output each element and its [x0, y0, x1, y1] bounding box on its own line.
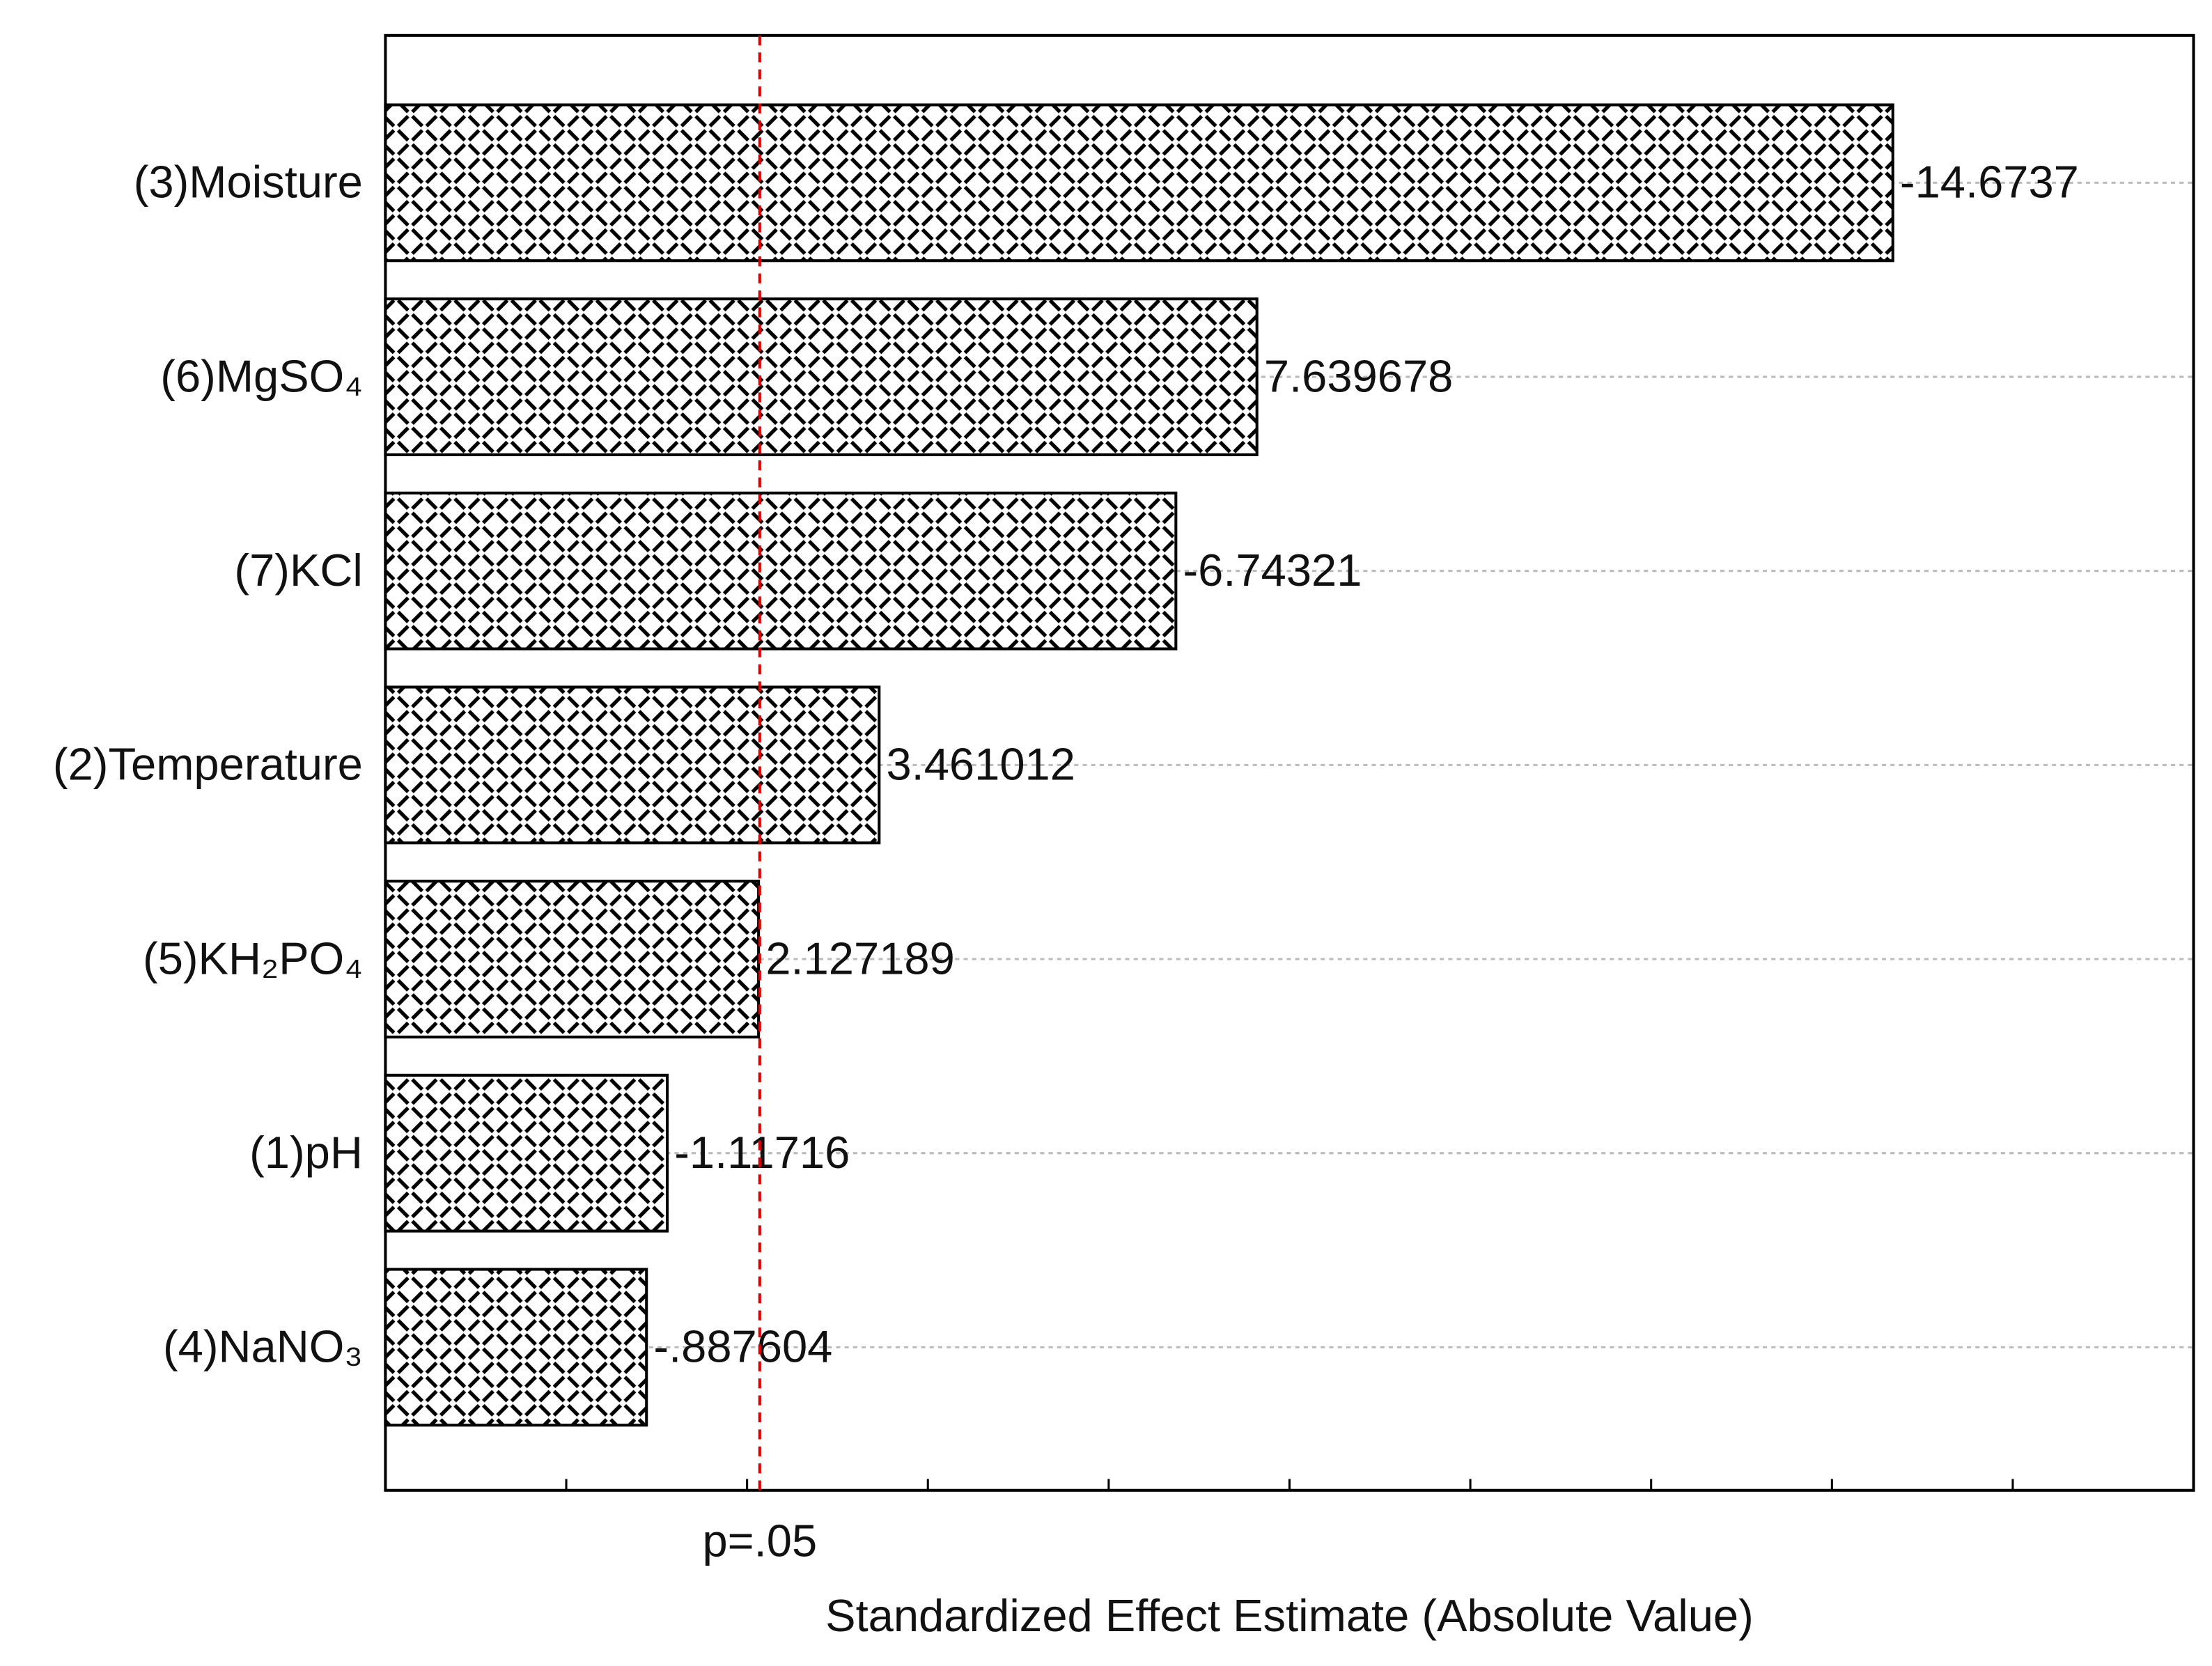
bar: [384, 1073, 669, 1233]
x-axis-title: Standardized Effect Estimate (Absolute V…: [825, 1590, 1754, 1641]
y-tick-label: (1)pH: [249, 1127, 363, 1178]
y-tick-label: (7)KCl: [234, 545, 362, 595]
y-tick-label: (3)Moisture: [134, 157, 363, 208]
y-tick-label: (6)MgSO₄: [160, 350, 363, 401]
value-label: -6.74321: [1183, 545, 1362, 595]
value-label: 3.461012: [886, 739, 1075, 790]
bar: [384, 297, 1259, 456]
bar: [384, 880, 761, 1038]
bar: [384, 491, 1178, 651]
y-tick-label: (5)KH₂PO₄: [143, 933, 363, 983]
reference-label: p=.05: [702, 1515, 817, 1566]
value-label: -14.6737: [1900, 157, 2079, 208]
bar: [384, 103, 1894, 263]
bar: [384, 1268, 648, 1427]
y-tick-label: (4)NaNO₃: [163, 1321, 363, 1372]
value-label: 2.127189: [765, 933, 954, 983]
value-label: -.887604: [653, 1321, 832, 1372]
y-tick-label: (2)Temperature: [53, 739, 363, 790]
value-label: 7.639678: [1264, 350, 1453, 401]
value-label: -1.11716: [674, 1127, 850, 1178]
bar: [384, 685, 881, 845]
